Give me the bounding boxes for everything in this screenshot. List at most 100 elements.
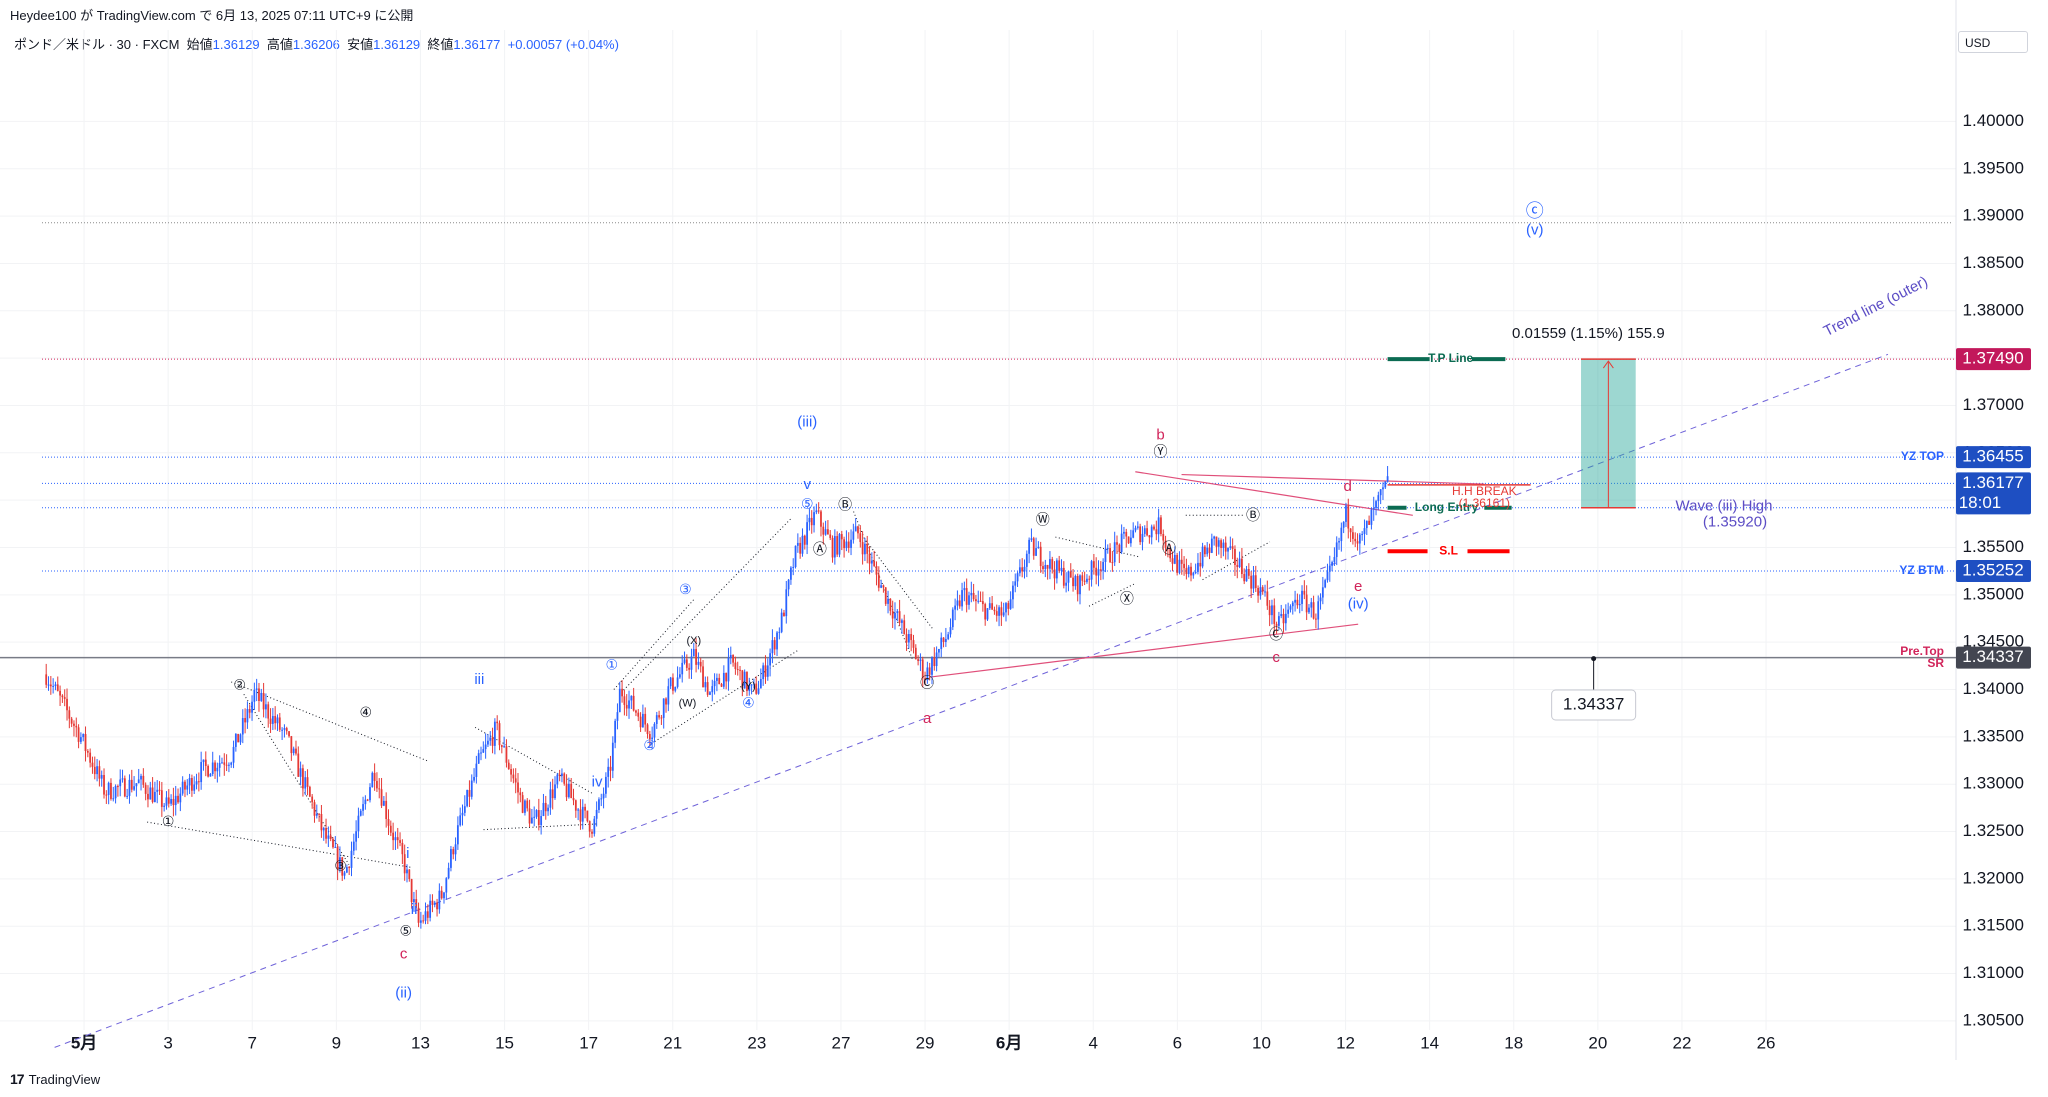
candle-body [306, 777, 309, 787]
candle-body [1310, 602, 1313, 608]
candle-body [1023, 566, 1026, 572]
candle-body [702, 666, 704, 688]
wave-label: ii [411, 901, 418, 918]
candle-body [117, 786, 119, 788]
candle-body [907, 634, 910, 643]
brand-name: TradingView [28, 1071, 101, 1087]
candle-body [658, 715, 660, 718]
wave-label: Ⓒ [1269, 626, 1283, 642]
candle-body [1365, 520, 1368, 529]
candle-body [1097, 569, 1100, 576]
wave-label: (iii) [797, 413, 817, 430]
wave-label: Ⓧ [1120, 590, 1134, 606]
wave-label: v [804, 476, 812, 493]
candle-body [595, 809, 598, 819]
candle-body [281, 729, 284, 731]
candle-body [688, 667, 691, 670]
candle-body [209, 773, 212, 777]
candle-body [237, 733, 240, 743]
candle-body [1046, 564, 1049, 569]
candle-body [951, 609, 954, 628]
price-tag-yztop[interactable] [1956, 446, 2031, 469]
candle-body [348, 867, 351, 869]
candle-body [836, 536, 839, 555]
outer-trend-line[interactable] [54, 353, 1889, 1048]
wave-channel-line[interactable] [147, 821, 413, 869]
y-tick-label: 1.31500 [1963, 916, 2024, 935]
x-tick-label: 29 [916, 1033, 935, 1052]
candle-body [584, 806, 586, 811]
wave-channel-line[interactable] [483, 823, 598, 831]
candle-body [690, 656, 693, 670]
wave-channel-line[interactable] [1202, 541, 1271, 581]
candle-body [850, 539, 852, 548]
candle-body [1215, 536, 1218, 547]
candle-body [1037, 546, 1040, 549]
wave-channel-line[interactable] [1088, 583, 1136, 607]
price-tag-yzbtm[interactable] [1956, 559, 2031, 582]
candle-body [461, 812, 464, 816]
candle-body [1099, 569, 1102, 571]
high-value: 1.36206 [292, 37, 340, 52]
candle-body [1352, 532, 1354, 539]
candle-body [496, 721, 499, 724]
candle-body [1106, 548, 1109, 550]
x-tick-label: 17 [579, 1033, 598, 1052]
wave-label: iii [474, 671, 484, 688]
price-tag-pretop[interactable] [1956, 646, 2031, 669]
candle-body [1308, 607, 1310, 613]
candle-body [854, 526, 857, 532]
candle-body [431, 900, 434, 905]
candle-body [910, 634, 913, 641]
currency-selector[interactable]: USD [1958, 31, 2028, 53]
candle-body [373, 772, 376, 781]
candle-body [498, 723, 501, 746]
candle-body [1072, 577, 1074, 587]
candle-body [285, 728, 288, 732]
candle-body [299, 768, 302, 777]
candle-body [699, 661, 702, 667]
symbol-name[interactable]: ポンド／米ドル · 30 · FXCM [14, 37, 180, 52]
candle-body [406, 869, 408, 874]
candle-body [521, 795, 524, 813]
wave-channel-line[interactable] [1055, 536, 1140, 558]
candle-body [392, 832, 395, 841]
candle-body [170, 798, 172, 804]
candle-body [933, 657, 936, 667]
candle-body [1086, 578, 1088, 582]
candle-body [401, 842, 404, 855]
candle-body [561, 773, 563, 776]
candle-body [1301, 590, 1303, 604]
candle-body [716, 677, 718, 681]
candle-body [1164, 540, 1167, 548]
candle-body [882, 585, 885, 588]
wave-channel-line[interactable] [613, 599, 695, 690]
candle-body [336, 846, 339, 870]
candle-body [160, 790, 163, 807]
wave-label: Ⓨ [1154, 444, 1168, 460]
candle-body [186, 785, 189, 790]
candle-body [1284, 613, 1287, 624]
candle-body [524, 800, 526, 813]
wave-channel-line[interactable] [651, 649, 800, 744]
candle-body [706, 682, 709, 695]
triangle-line[interactable] [1135, 471, 1413, 516]
wave-label: ③ [679, 581, 692, 597]
price-callout-box[interactable] [1551, 689, 1637, 721]
triangle-line[interactable] [1181, 473, 1485, 485]
triangle-line[interactable] [929, 623, 1359, 678]
candle-body [1368, 520, 1370, 525]
candle-body [84, 734, 87, 751]
candle-body [769, 653, 771, 666]
price-tag-tp[interactable] [1956, 348, 2031, 371]
candle-body [544, 802, 547, 812]
candle-body [709, 692, 711, 695]
candle-body [808, 517, 811, 523]
candle-body [1021, 567, 1024, 572]
price-tag-current[interactable] [1956, 472, 2031, 515]
wave-label: ④ [742, 694, 755, 710]
wave-channel-line[interactable] [474, 726, 594, 795]
candle-body [73, 723, 75, 726]
wave-label: (iv) [1348, 595, 1369, 612]
